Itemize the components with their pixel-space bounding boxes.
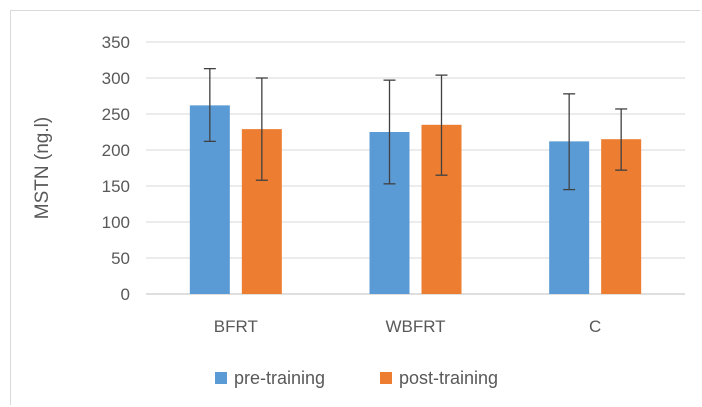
error-bars	[203, 67, 628, 191]
x-tick-label: BFRT	[214, 317, 258, 336]
y-tick-label: 100	[102, 213, 130, 232]
x-axis-ticks: BFRT WBFRT C	[214, 317, 602, 336]
x-tick-label: C	[589, 317, 601, 336]
y-axis-title: MSTN (ng.l)	[32, 117, 53, 219]
gridlines	[146, 41, 685, 295]
y-tick-label: 300	[102, 69, 130, 88]
legend: pre-training post-training	[215, 368, 498, 388]
legend-swatch-post-training	[380, 372, 392, 384]
y-tick-label: 0	[121, 285, 130, 304]
chart-border	[10, 10, 700, 405]
x-tick-label: WBFRT	[385, 317, 445, 336]
y-tick-label: 150	[102, 177, 130, 196]
legend-label: pre-training	[234, 368, 325, 388]
y-tick-label: 250	[102, 105, 130, 124]
legend-swatch-pre-training	[215, 372, 227, 384]
legend-label: post-training	[399, 368, 498, 388]
y-tick-label: 50	[111, 249, 130, 268]
y-tick-label: 200	[102, 141, 130, 160]
bars	[189, 105, 642, 294]
y-tick-label: 350	[102, 33, 130, 52]
y-axis-ticks: 0 50 100 150 200 250 300 350	[102, 33, 130, 304]
